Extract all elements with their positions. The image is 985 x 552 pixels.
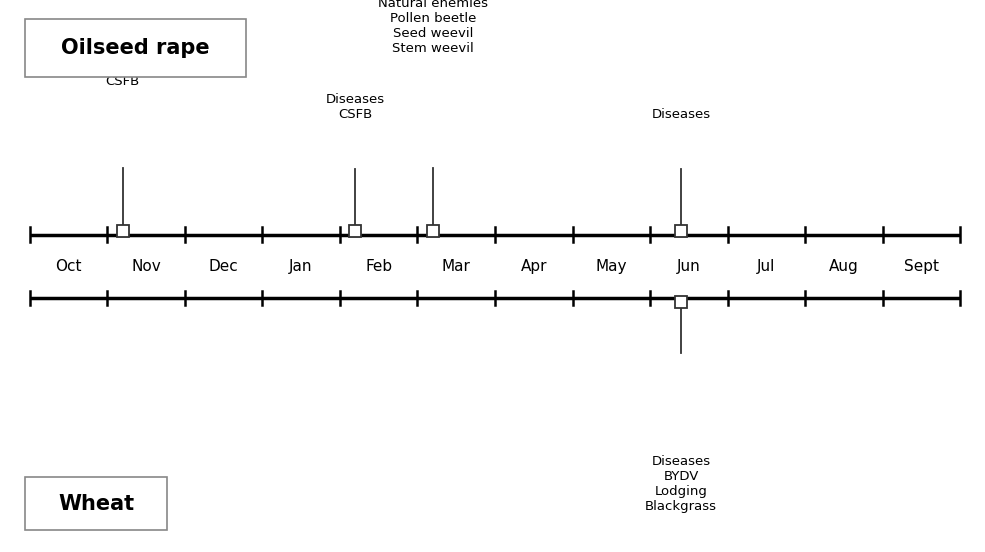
FancyBboxPatch shape — [25, 477, 167, 530]
Text: Apr: Apr — [520, 259, 547, 274]
Text: Diseases
Aphids
Natural enemies
CSFB: Diseases Aphids Natural enemies CSFB — [68, 30, 177, 88]
Text: Wheat: Wheat — [58, 493, 134, 514]
Text: Aug: Aug — [829, 259, 859, 274]
Bar — [116, 225, 128, 237]
Text: Diseases: Diseases — [651, 108, 711, 121]
FancyBboxPatch shape — [25, 19, 246, 77]
Text: Sept: Sept — [904, 259, 939, 274]
Text: Jan: Jan — [290, 259, 313, 274]
Text: Mar: Mar — [441, 259, 471, 274]
Text: Oilseed rape: Oilseed rape — [61, 38, 210, 59]
Text: Diseases
CSFB: Diseases CSFB — [326, 93, 385, 121]
Text: Dec: Dec — [209, 259, 238, 274]
Bar — [676, 225, 688, 237]
Text: Feb: Feb — [365, 259, 392, 274]
Bar — [427, 225, 439, 237]
Bar — [676, 296, 688, 308]
Text: Jun: Jun — [677, 259, 700, 274]
Text: Diseases
BYDV
Lodging
Blackgrass: Diseases BYDV Lodging Blackgrass — [645, 455, 717, 513]
Text: Aphids
Natural enemies
Pollen beetle
Seed weevil
Stem weevil: Aphids Natural enemies Pollen beetle See… — [378, 0, 488, 55]
Bar — [350, 225, 361, 237]
Text: Nov: Nov — [131, 259, 161, 274]
Text: Jul: Jul — [757, 259, 775, 274]
Text: May: May — [596, 259, 627, 274]
Text: Oct: Oct — [55, 259, 82, 274]
